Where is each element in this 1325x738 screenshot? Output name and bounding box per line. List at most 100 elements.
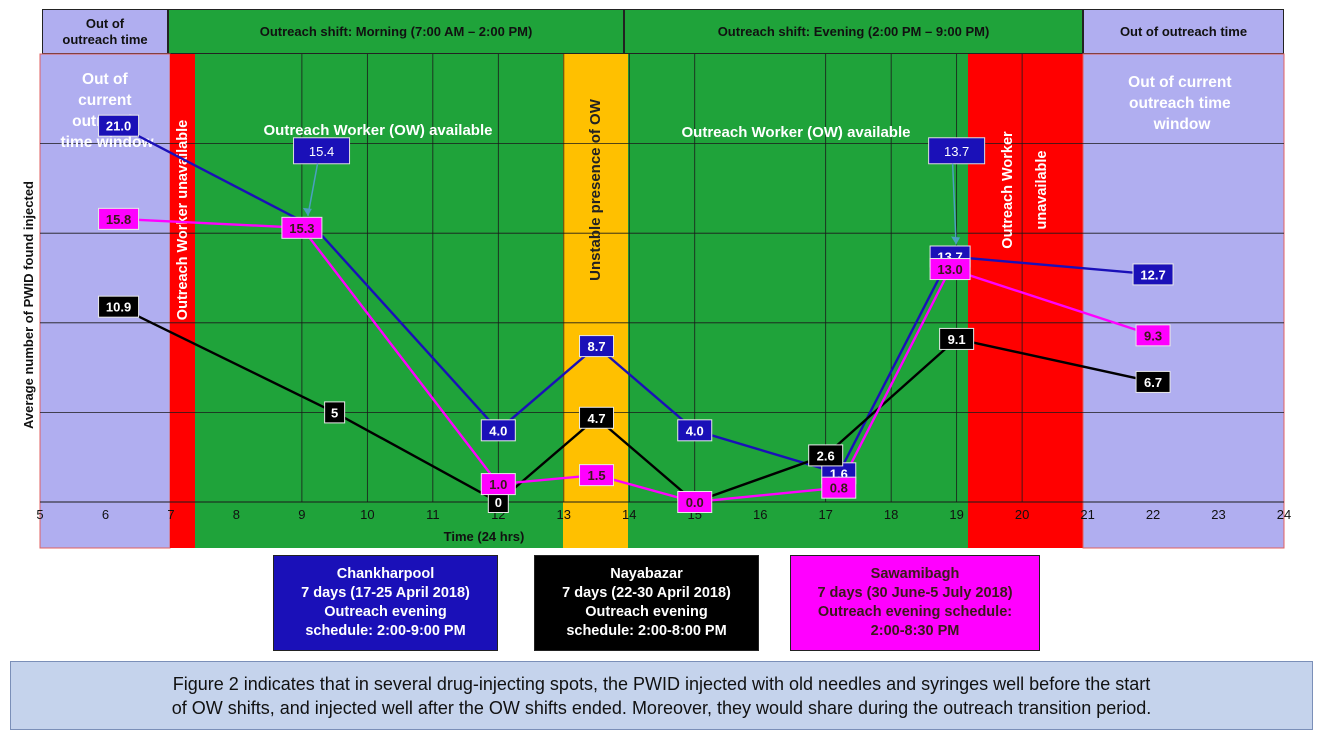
callout-box — [928, 137, 986, 165]
zone-left-out-line: current — [78, 92, 131, 109]
top-band-left-label: Out of outreach time — [62, 15, 148, 47]
zone-red-left — [170, 54, 195, 548]
legend-line: Outreach evening — [585, 604, 708, 620]
data-label-nayabazar: 6.7 — [1144, 375, 1162, 390]
x-tick-label: 23 — [1211, 507, 1225, 522]
x-tick-label: 10 — [360, 507, 374, 522]
x-axis-title: Time (24 hrs) — [444, 529, 525, 544]
data-label-nayabazar-box — [324, 401, 346, 424]
zone-ow-unavailable-right-label-2: unavailable — [1034, 151, 1050, 230]
data-label-chankharpool: 4.0 — [489, 423, 507, 438]
data-label-sawamibagh: 9.3 — [1144, 328, 1162, 343]
x-tick-label: 19 — [949, 507, 963, 522]
data-label-nayabazar-box — [579, 406, 615, 429]
series-line-sawamibagh — [118, 217, 1154, 504]
top-band-right-label: Out of outreach time — [1119, 24, 1248, 39]
legend-line: 7 days (22-30 April 2018) — [562, 585, 731, 601]
y-axis-title: Average number of PWID found injected — [21, 181, 36, 429]
legend-line: schedule: 2:00-9:00 PM — [305, 623, 466, 639]
x-tick-label: 21 — [1080, 507, 1094, 522]
data-label-sawamibagh-box — [677, 491, 713, 513]
data-label-nayabazar: 5 — [331, 405, 338, 420]
data-label-sawamibagh: 15.8 — [106, 212, 131, 227]
series-line-chankharpool — [118, 124, 1154, 475]
x-tick-label: 24 — [1277, 507, 1291, 522]
x-tick-label: 17 — [818, 507, 832, 522]
data-label-sawamibagh-box — [1135, 324, 1171, 347]
legend-nayabazar: Nayabazar 7 days (22-30 April 2018) Outr… — [534, 555, 759, 651]
zone-right-out-label: Out of current outreach time window — [1128, 74, 1236, 133]
legend-sawamibagh: Sawamibagh 7 days (30 June-5 July 2018) … — [790, 555, 1040, 651]
data-label-nayabazar-box — [939, 327, 975, 350]
data-label-nayabazar: 4.7 — [587, 411, 605, 426]
data-label-sawamibagh-box — [281, 216, 323, 239]
x-tick-label: 20 — [1015, 507, 1029, 522]
zone-right-out-line: outreach time — [1129, 95, 1231, 112]
x-tick-label: 11 — [426, 507, 440, 522]
data-label-chankharpool: 8.7 — [587, 339, 605, 354]
top-band-morning-label: Outreach shift: Morning (7:00 AM – 2:00 … — [259, 24, 533, 39]
data-label-sawamibagh: 0.0 — [686, 495, 704, 510]
x-tick-label: 13 — [557, 507, 571, 522]
callout-box — [293, 137, 351, 165]
zone-ow-available-morning-label: Outreach Worker (OW) available — [264, 122, 493, 139]
callout-arrowhead — [302, 207, 312, 216]
x-tick-label: 6 — [102, 507, 109, 522]
data-label-sawamibagh: 15.3 — [289, 221, 314, 236]
data-label-nayabazar-box — [98, 295, 140, 318]
legend-line: schedule: 2:00-8:00 PM — [566, 623, 727, 639]
data-label-sawamibagh-box — [579, 464, 615, 487]
data-label-nayabazar: 0 — [495, 495, 502, 510]
chart: 5 6 7 8 9 10 11 12 13 14 15 16 17 18 19 20 21 22 23 24 Out … — [21, 53, 1291, 549]
legend-line: 7 days (30 June-5 July 2018) — [817, 585, 1013, 601]
top-band-left: Out of outreach time — [42, 9, 168, 54]
callouts: 15.4 13.7 — [293, 137, 986, 245]
callout-label: 13.7 — [944, 144, 969, 159]
data-label-nayabazar: 9.1 — [948, 332, 966, 347]
callout-arrowhead — [951, 236, 961, 245]
top-band-morning: Outreach shift: Morning (7:00 AM – 2:00 … — [168, 9, 624, 54]
legend-line: Chankharpool — [336, 566, 435, 582]
data-label-sawamibagh-box — [480, 473, 516, 496]
top-band-right: Out of outreach time — [1083, 9, 1284, 54]
zone-right-out-line: Out of current — [1128, 74, 1231, 91]
x-tick-label: 18 — [884, 507, 898, 522]
zone-left-out-label: Out of current outreach time window — [61, 71, 155, 151]
caption-line-2: of OW shifts, and injected well after th… — [171, 697, 1152, 718]
data-label-sawamibagh-box — [929, 258, 971, 281]
series-line-nayabazar — [118, 305, 1154, 504]
callout-arrow — [951, 163, 957, 245]
x-tick-label: 16 — [753, 507, 767, 522]
legend-line: 2:00-8:30 PM — [870, 623, 960, 639]
data-label-chankharpool-box — [677, 419, 713, 442]
series — [118, 124, 1154, 504]
x-tick-label: 9 — [298, 507, 305, 522]
legend-line: 7 days (17-25 April 2018) — [301, 585, 470, 601]
x-tick-label: 22 — [1146, 507, 1160, 522]
zone-unstable-label: Unstable presence of OW — [587, 98, 604, 281]
grid — [40, 54, 1284, 502]
data-label-nayabazar: 2.6 — [817, 448, 835, 463]
x-tick-label: 14 — [622, 507, 636, 522]
data-label-sawamibagh: 1.0 — [489, 477, 507, 492]
zone-ow-unavailable-right-label-1: Outreach Worker — [1000, 131, 1016, 249]
x-tick-label: 5 — [36, 507, 43, 522]
callout-label: 15.4 — [309, 144, 334, 159]
zone-right-out-line: window — [1153, 116, 1212, 133]
data-label-sawamibagh: 1.5 — [587, 468, 605, 483]
zone-right-out — [1082, 53, 1285, 549]
data-label-chankharpool-box — [98, 114, 140, 137]
top-band-evening-label: Outreach shift: Evening (2:00 PM – 9:00 … — [717, 24, 990, 39]
data-label-chankharpool: 12.7 — [1140, 267, 1165, 282]
data-label-chankharpool-box — [480, 419, 516, 442]
top-band-evening: Outreach shift: Evening (2:00 PM – 9:00 … — [624, 9, 1083, 54]
x-tick-label: 8 — [233, 507, 240, 522]
data-label-nayabazar-box — [808, 444, 844, 467]
data-label-sawamibagh: 13.0 — [937, 262, 962, 277]
zone-left-out-line: time window — [61, 134, 155, 151]
caption-line-1: Figure 2 indicates that in several drug-… — [172, 673, 1151, 694]
zone-green-morning — [195, 54, 563, 548]
legend-line: Outreach evening — [324, 604, 447, 620]
zone-ow-unavailable-left-label: Outreach Worker unavailable — [175, 120, 191, 320]
data-label-chankharpool-box — [579, 335, 615, 358]
